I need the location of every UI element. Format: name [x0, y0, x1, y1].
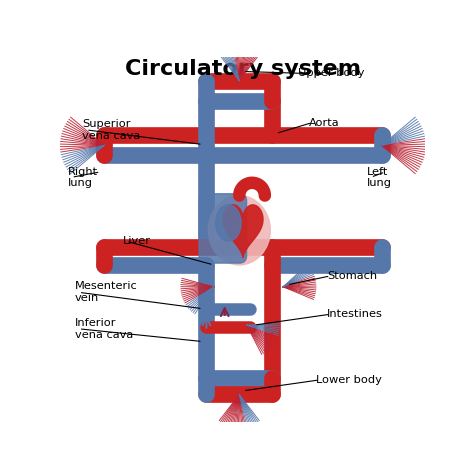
Text: Circulatory system: Circulatory system	[125, 59, 361, 79]
Ellipse shape	[216, 205, 241, 241]
Polygon shape	[223, 205, 263, 257]
Text: Mesenteric
vein: Mesenteric vein	[75, 282, 138, 303]
Text: Superior
vena cava: Superior vena cava	[82, 119, 141, 141]
Text: Right
lung: Right lung	[68, 166, 98, 188]
Ellipse shape	[208, 196, 270, 265]
Text: Inferior
vena cava: Inferior vena cava	[75, 318, 133, 339]
FancyBboxPatch shape	[199, 194, 246, 263]
Text: Lower body: Lower body	[316, 375, 382, 385]
Text: Liver: Liver	[122, 236, 150, 246]
Text: Stomach: Stomach	[327, 271, 377, 281]
Text: Intestines: Intestines	[327, 309, 383, 319]
Text: Left
lung: Left lung	[367, 166, 392, 188]
Text: Aorta: Aorta	[309, 118, 339, 128]
Text: Upper body: Upper body	[298, 68, 364, 78]
